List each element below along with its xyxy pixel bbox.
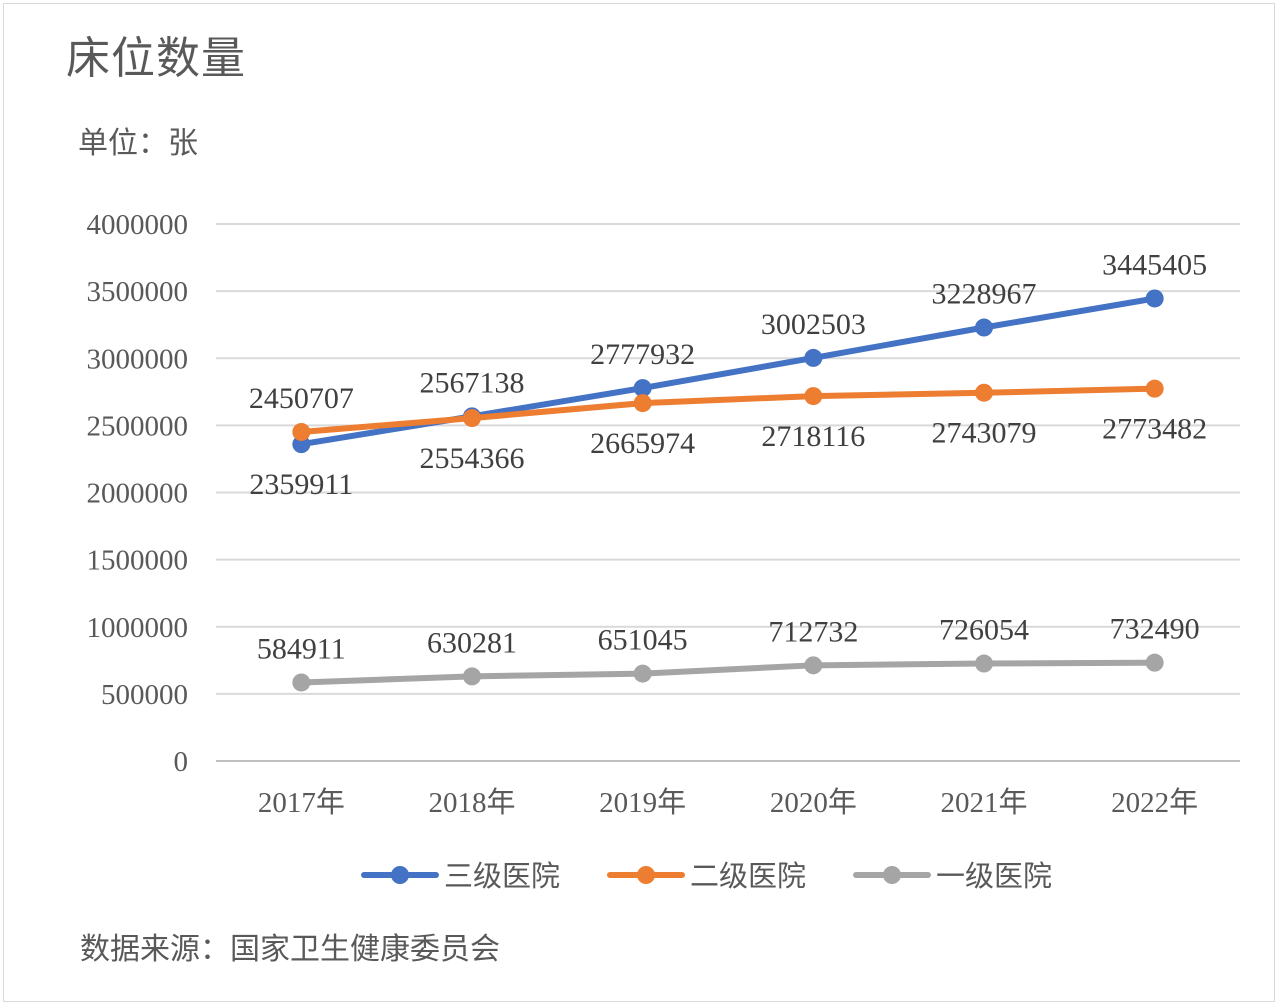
data-label: 3228967 xyxy=(932,278,1037,311)
data-point xyxy=(975,654,993,673)
data-point xyxy=(633,379,652,398)
data-point xyxy=(633,664,652,683)
data-point xyxy=(463,667,481,686)
data-label: 651045 xyxy=(598,624,688,657)
y-tick-label: 2000000 xyxy=(87,478,189,510)
unit-label: 单位：张 xyxy=(78,126,198,161)
series-lines xyxy=(292,289,1164,692)
x-tick-label: 2017年 xyxy=(258,786,345,819)
data-label: 2773482 xyxy=(1102,413,1207,446)
x-tick-label: 2018年 xyxy=(428,786,515,819)
data-label: 584911 xyxy=(257,632,346,665)
legend: 三级医院 二级医院 一级医院 xyxy=(361,859,1052,893)
data-labels: 2359911 2567138 2777932 3002503 3228967 34454… xyxy=(249,248,1207,665)
x-tick-label: 2019年 xyxy=(599,786,686,819)
x-tick-label: 2021年 xyxy=(940,786,1027,819)
legend-marker xyxy=(883,866,901,884)
data-label: 732490 xyxy=(1110,613,1200,646)
y-tick-label: 500000 xyxy=(101,679,188,711)
chart-frame xyxy=(3,3,1275,1002)
data-label: 3002503 xyxy=(761,308,866,341)
y-tick-label: 4000000 xyxy=(87,209,189,241)
data-label: 630281 xyxy=(427,626,517,659)
y-tick-label: 3000000 xyxy=(87,343,189,375)
legend-marker xyxy=(391,866,409,884)
legend-label: 二级医院 xyxy=(690,859,806,893)
data-point xyxy=(804,348,823,367)
data-label: 2554366 xyxy=(420,442,525,475)
data-point xyxy=(1145,653,1164,672)
x-tick-label: 2022年 xyxy=(1111,786,1198,819)
data-label: 712732 xyxy=(768,615,858,648)
legend-label: 三级医院 xyxy=(444,859,560,893)
data-point xyxy=(975,383,993,402)
y-tick-label: 3500000 xyxy=(87,276,189,308)
data-label: 2777932 xyxy=(590,338,695,371)
data-point xyxy=(1145,379,1164,398)
y-tick-label: 2500000 xyxy=(87,410,189,442)
y-tick-label: 0 xyxy=(174,746,189,778)
data-label: 2567138 xyxy=(420,366,525,399)
data-point xyxy=(463,409,481,428)
x-axis: 2017年 2018年 2019年 2020年 2021年 2022年 xyxy=(258,786,1198,819)
data-point xyxy=(804,656,823,675)
x-tick-label: 2020年 xyxy=(770,786,857,819)
data-label: 726054 xyxy=(939,614,1029,647)
data-point xyxy=(975,318,993,337)
series-line xyxy=(298,385,1158,435)
data-point xyxy=(633,394,652,413)
chart-title: 床位数量 xyxy=(66,33,246,84)
data-label: 2450707 xyxy=(249,382,354,415)
data-point xyxy=(804,387,823,406)
gridlines xyxy=(216,223,1240,762)
data-point xyxy=(1145,289,1164,308)
data-label: 2359911 xyxy=(249,468,353,501)
series-line xyxy=(298,659,1158,686)
data-point xyxy=(292,422,311,441)
legend-label: 一级医院 xyxy=(936,859,1052,893)
y-tick-label: 1000000 xyxy=(87,612,189,644)
data-label: 2665974 xyxy=(590,427,695,460)
legend-marker xyxy=(637,866,655,884)
y-tick-label: 1500000 xyxy=(87,545,189,577)
data-label: 2718116 xyxy=(761,420,865,453)
data-label: 2743079 xyxy=(932,417,1037,450)
y-axis: 0 500000 1000000 1500000 2000000 2500000 30000… xyxy=(87,209,189,778)
data-point xyxy=(292,673,311,692)
source-label: 数据来源：国家卫生健康委员会 xyxy=(80,932,500,967)
data-label: 3445405 xyxy=(1102,248,1207,281)
